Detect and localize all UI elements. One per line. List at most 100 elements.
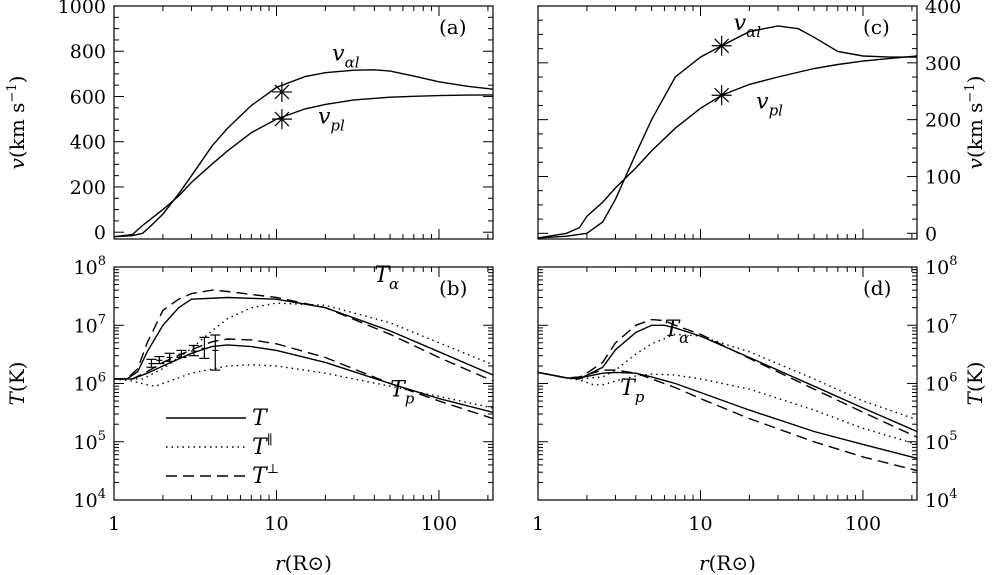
y-tick-label: 400 — [70, 132, 106, 154]
y-tick-exponent: 4 — [98, 487, 106, 502]
error-bar — [146, 358, 157, 368]
series-line-solid — [114, 94, 493, 238]
x-tick-label: 100 — [421, 513, 457, 535]
error-bar — [188, 344, 199, 357]
y-tick-base: 10 — [74, 490, 98, 512]
y-tick-label: 400 — [925, 0, 961, 18]
y-axis-label-close: ) — [5, 76, 29, 84]
asterisk-stroke — [714, 38, 730, 54]
error-bar — [199, 336, 210, 359]
y-axis-label: v(km s−1) — [5, 76, 29, 170]
y-tick-exponent: 7 — [98, 312, 106, 327]
plot-frame — [537, 5, 918, 240]
plot-frame — [113, 266, 494, 501]
plot-frame — [113, 5, 494, 240]
y-tick-exponent: 5 — [949, 429, 957, 444]
panel-letter: (d) — [863, 276, 891, 300]
y-tick-label: 104 — [74, 487, 106, 512]
legend-label-superscript: ⊥ — [267, 462, 279, 477]
series-line-solid — [538, 55, 917, 239]
legend-label: T⊥ — [252, 462, 279, 489]
x-axis-label: r(R⊙) — [275, 551, 332, 575]
curve-label-subscript: αl — [746, 23, 761, 41]
legend: TT∥T⊥ — [166, 406, 279, 489]
y-tick-label: 1000 — [58, 0, 106, 18]
curve-label: Tp — [390, 377, 415, 407]
x-axis-label-var: r — [275, 551, 286, 575]
y-tick-label: 300 — [925, 53, 961, 75]
asterisk-marker — [271, 109, 292, 130]
y-tick-label: 0 — [94, 222, 106, 244]
curve-label: vpl — [318, 105, 345, 135]
y-tick-base: 10 — [74, 374, 98, 396]
x-tick-label: 1 — [108, 513, 120, 535]
y-tick-base: 10 — [925, 374, 949, 396]
y-tick-base: 10 — [925, 315, 949, 337]
legend-label: T — [252, 406, 269, 431]
curve-label-symbol: v — [318, 105, 331, 130]
y-axis-label-exponent: −1 — [963, 83, 978, 102]
y-tick-base: 10 — [74, 432, 98, 454]
curve-label-subscript: αl — [345, 53, 360, 71]
curve-label: vpl — [756, 89, 783, 119]
asterisk-marker — [711, 35, 732, 56]
series-line-dotted — [114, 302, 493, 380]
panel-letter: (b) — [439, 276, 467, 300]
y-axis-label-var: v — [5, 157, 29, 169]
curve-label: Tp — [620, 376, 645, 406]
legend-label: T∥ — [252, 433, 273, 460]
y-tick-exponent: 8 — [98, 254, 106, 269]
y-axis-label: v(km s−1) — [963, 76, 987, 170]
x-axis-label-unit: (R⊙) — [709, 551, 756, 575]
x-axis-label-var: r — [699, 551, 710, 575]
y-tick-label: 0 — [925, 223, 937, 245]
curve-label: vαl — [332, 41, 360, 71]
series-line-dotted — [114, 363, 493, 409]
asterisk-stroke — [274, 111, 290, 127]
error-bar — [176, 349, 187, 359]
curve-label-subscript: pl — [769, 101, 784, 119]
legend-label-superscript: ∥ — [267, 433, 273, 448]
x-tick-label: 1 — [532, 513, 544, 535]
panel-b: 1 10 100r(R⊙)104105106107108T(K)(b)TαTpTT∥… — [5, 254, 494, 575]
y-tick-base: 10 — [74, 257, 98, 279]
y-axis-label-unit: (km s — [963, 103, 987, 159]
curve-label-subscript: p — [405, 389, 415, 407]
y-tick-exponent: 6 — [98, 371, 106, 386]
y-tick-label: 107 — [925, 312, 957, 337]
y-tick-label: 200 — [925, 110, 961, 132]
y-axis-label-close: ) — [963, 76, 987, 84]
series-line-solid — [114, 296, 493, 380]
legend-label-symbol: T — [252, 406, 269, 431]
asterisk-marker — [271, 81, 292, 102]
y-tick-label: 105 — [74, 429, 106, 454]
y-tick-label: 104 — [925, 487, 957, 512]
curve-label-symbol: T — [390, 377, 407, 402]
y-tick-label: 105 — [925, 429, 957, 454]
series-line-dashed — [538, 369, 917, 472]
y-tick-base: 10 — [925, 490, 949, 512]
series-line-dashed — [114, 289, 493, 382]
plot-frame — [537, 266, 918, 501]
y-tick-exponent: 7 — [949, 312, 957, 327]
curve-label-symbol: v — [756, 89, 769, 114]
y-tick-label: 108 — [74, 254, 106, 279]
y-tick-exponent: 8 — [949, 254, 957, 269]
curve-label-symbol: v — [734, 11, 747, 36]
y-tick-label: 108 — [925, 254, 957, 279]
series-line-solid — [538, 371, 917, 459]
x-axis-label: r(R⊙) — [699, 551, 756, 575]
y-tick-exponent: 5 — [98, 429, 106, 444]
series-line-dashed — [538, 318, 917, 438]
asterisk-stroke — [714, 87, 730, 103]
series-line-solid — [114, 69, 493, 238]
y-tick-label: 200 — [70, 177, 106, 199]
series-line-dashed — [114, 338, 493, 420]
error-bar — [154, 355, 165, 365]
legend-label-symbol: T — [252, 435, 269, 460]
panel-letter: (a) — [439, 15, 467, 39]
y-tick-base: 10 — [925, 257, 949, 279]
y-axis-label-var: v — [963, 157, 987, 169]
